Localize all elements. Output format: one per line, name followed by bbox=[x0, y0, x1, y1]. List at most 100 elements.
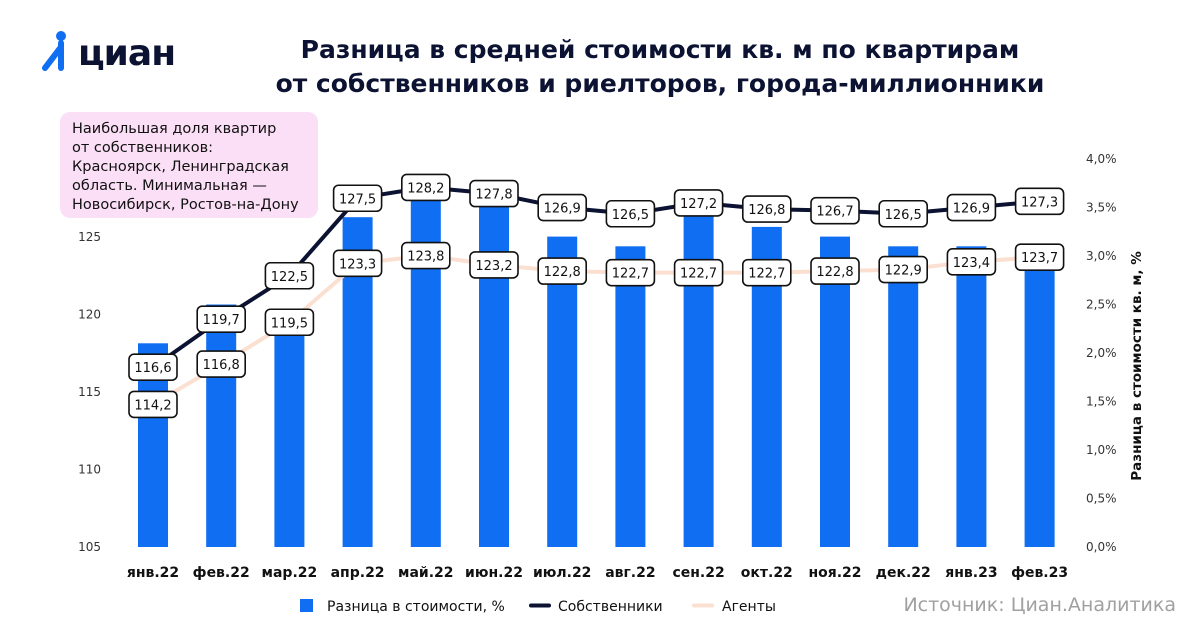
owners-data-label-1: 119,7 bbox=[203, 313, 240, 328]
legend-bar-swatch bbox=[300, 599, 313, 612]
agents-data-label-10: 122,8 bbox=[816, 265, 853, 280]
x-tick-label-12: янв.23 bbox=[945, 565, 997, 581]
y-left-tick-label-1: 110 bbox=[78, 463, 101, 477]
owners-label-box-12 bbox=[946, 193, 997, 222]
y-right-tick-label-0: 0,0% bbox=[1086, 540, 1117, 554]
agents-label-box-0 bbox=[128, 390, 178, 419]
title-line-1: Разница в средней стоимости кв. м по ква… bbox=[300, 35, 1020, 64]
agents-label-box-9 bbox=[741, 258, 792, 287]
agents-data-label-6: 122,8 bbox=[544, 265, 581, 280]
agents-label-box-8 bbox=[673, 258, 724, 287]
owners-label-box-2 bbox=[264, 261, 315, 290]
legend-owners-label: Собственники bbox=[558, 599, 663, 615]
y-right-tick-label-1: 0,5% bbox=[1086, 492, 1117, 506]
y-right-tick-label-7: 3,5% bbox=[1086, 201, 1117, 215]
bar-5 bbox=[479, 188, 509, 547]
owners-label-box-0 bbox=[128, 353, 178, 382]
agents-data-label-3: 123,3 bbox=[339, 257, 376, 272]
bars-layer bbox=[138, 188, 1055, 548]
bar-13 bbox=[1024, 246, 1055, 548]
chart-title: Разница в средней стоимости кв. м по ква… bbox=[180, 33, 1140, 101]
y-right-axis-label: Разница в стоимости кв. м, % bbox=[1129, 251, 1145, 481]
owners-data-label-11: 126,5 bbox=[885, 208, 922, 223]
owners-label-box-3 bbox=[332, 184, 383, 213]
agents-label-box-3 bbox=[332, 249, 383, 278]
agents-label-box-13 bbox=[1014, 243, 1065, 271]
agents-data-label-13: 123,7 bbox=[1021, 251, 1058, 266]
legend-bar-label: Разница в стоимости, % bbox=[327, 599, 505, 615]
legend-agents-label: Агенты bbox=[722, 599, 776, 615]
agents-label-box-11 bbox=[878, 255, 929, 284]
agents-data-label-5: 123,2 bbox=[475, 259, 512, 274]
agents-label-box-6 bbox=[537, 257, 588, 285]
owners-label-box-10 bbox=[810, 196, 860, 225]
owners-data-label-6: 126,9 bbox=[544, 202, 581, 217]
owners-label-box-7 bbox=[605, 199, 656, 228]
logo: циан bbox=[40, 30, 176, 74]
bar-8 bbox=[683, 197, 714, 548]
x-tick-label-5: июн.22 bbox=[465, 565, 523, 581]
bar-10 bbox=[820, 236, 850, 547]
bar-11 bbox=[888, 246, 919, 548]
owners-data-label-8: 127,2 bbox=[680, 197, 717, 212]
agents-label-box-1 bbox=[196, 350, 246, 378]
owners-data-label-3: 127,5 bbox=[339, 192, 376, 207]
agents-data-label-12: 123,4 bbox=[953, 256, 990, 271]
y-right-tick-label-2: 1,0% bbox=[1086, 443, 1117, 457]
owners-data-label-7: 126,5 bbox=[612, 208, 649, 223]
agents-data-label-1: 116,8 bbox=[203, 358, 240, 373]
x-tick-label-3: апр.22 bbox=[331, 565, 385, 581]
agents-data-label-2: 119,5 bbox=[271, 316, 308, 331]
owners-data-label-0: 116,6 bbox=[134, 361, 171, 376]
x-tick-label-1: фев.22 bbox=[193, 565, 250, 581]
logo-pin-icon bbox=[42, 31, 66, 71]
legend: Разница в стоимости, % Собственники Агенты bbox=[300, 599, 776, 615]
bar-7 bbox=[615, 246, 646, 548]
owners-label-box-5 bbox=[469, 179, 519, 208]
x-tick-label-4: май.22 bbox=[398, 565, 454, 581]
y-right-tick-label-6: 3,0% bbox=[1086, 249, 1117, 263]
owners-label-box-4 bbox=[400, 173, 451, 202]
agents-label-box-2 bbox=[264, 308, 315, 337]
y-right-tick-label-4: 2,0% bbox=[1086, 346, 1117, 360]
agents-label-box-12 bbox=[946, 248, 997, 276]
y-right-tick-label-5: 2,5% bbox=[1086, 298, 1117, 312]
x-tick-label-2: мар.22 bbox=[262, 565, 318, 581]
owners-label-box-9 bbox=[741, 195, 792, 223]
x-tick-label-10: ноя.22 bbox=[808, 565, 861, 581]
owners-data-label-2: 122,5 bbox=[271, 270, 308, 285]
agents-data-label-0: 114,2 bbox=[134, 398, 171, 413]
owners-data-label-4: 128,2 bbox=[407, 181, 444, 196]
agents-label-box-7 bbox=[605, 258, 656, 287]
agents-data-label-4: 123,8 bbox=[407, 250, 444, 265]
bar-12 bbox=[956, 246, 987, 548]
x-tick-label-6: июл.22 bbox=[533, 565, 591, 581]
agents-data-label-7: 122,7 bbox=[612, 267, 649, 282]
title-line-2: от собственников и риелторов, города-мил… bbox=[275, 69, 1045, 98]
owners-label-box-1 bbox=[196, 305, 246, 333]
agents-data-label-11: 122,9 bbox=[885, 264, 922, 279]
source-label: Источник: Циан.Аналитика bbox=[903, 594, 1176, 616]
owners-label-box-13 bbox=[1014, 187, 1065, 216]
agents-label-box-4 bbox=[400, 241, 451, 270]
logo-text: циан bbox=[78, 33, 176, 74]
x-tick-label-7: авг.22 bbox=[605, 565, 655, 581]
owners-data-label-10: 126,7 bbox=[816, 205, 853, 220]
axes-layer: 105 110 115 120 125 0,0% 0,5% 1,0% 1,5% 2,0% 2,5% 3… bbox=[78, 152, 1145, 581]
x-tick-label-13: фев.23 bbox=[1011, 565, 1068, 581]
y-right-tick-label-3: 1,5% bbox=[1086, 395, 1117, 409]
labels-layer: 114,2 116,8 119,5 123,3 123,8 123,2 122,8 122,7… bbox=[128, 173, 1065, 419]
bar-2 bbox=[274, 323, 305, 547]
y-right-tick-label-8: 4,0% bbox=[1086, 152, 1117, 166]
owners-data-label-13: 127,3 bbox=[1021, 195, 1058, 210]
x-tick-label-9: окт.22 bbox=[741, 565, 793, 581]
owners-data-label-5: 127,8 bbox=[475, 188, 512, 203]
agents-label-box-10 bbox=[810, 257, 860, 285]
owners-label-box-8 bbox=[673, 189, 724, 217]
x-tick-label-0: янв.22 bbox=[127, 565, 179, 581]
y-left-tick-label-3: 120 bbox=[78, 308, 101, 322]
agents-label-box-5 bbox=[469, 251, 519, 279]
owners-data-label-9: 126,8 bbox=[748, 203, 785, 218]
x-tick-label-11: дек.22 bbox=[876, 565, 931, 581]
